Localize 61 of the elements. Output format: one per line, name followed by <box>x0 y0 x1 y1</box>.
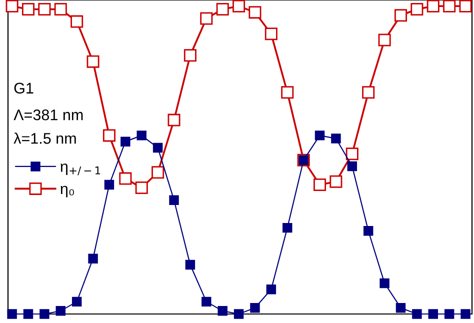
point <box>200 12 213 25</box>
point <box>444 309 454 319</box>
point <box>412 309 422 319</box>
point <box>6 0 18 12</box>
point <box>70 15 84 28</box>
point <box>119 172 132 185</box>
point <box>363 226 374 236</box>
point <box>266 284 276 294</box>
legend-label: η$_{+/−1}$ <box>60 164 100 176</box>
point <box>23 309 34 319</box>
point <box>314 178 326 191</box>
point <box>38 2 51 16</box>
point <box>410 2 424 16</box>
point <box>135 182 148 194</box>
point <box>459 0 472 12</box>
point <box>218 306 228 316</box>
point <box>250 302 260 313</box>
point <box>330 175 342 188</box>
annotation: G1 <box>14 82 34 94</box>
point <box>232 0 246 12</box>
point <box>281 86 294 99</box>
point <box>202 296 212 307</box>
point <box>394 9 407 22</box>
point <box>443 0 456 12</box>
point <box>380 278 390 288</box>
point <box>86 55 100 68</box>
point <box>426 0 440 12</box>
point <box>168 114 180 126</box>
point <box>362 86 375 99</box>
point <box>72 296 82 307</box>
point <box>264 28 278 40</box>
point <box>314 130 325 140</box>
point <box>152 166 164 179</box>
point <box>184 49 196 62</box>
point <box>136 130 146 140</box>
point <box>104 180 114 190</box>
point <box>282 222 292 233</box>
point <box>248 6 262 19</box>
point <box>378 34 391 46</box>
point <box>216 2 229 16</box>
point <box>22 2 34 16</box>
point <box>54 2 67 16</box>
point <box>347 161 358 172</box>
point <box>346 148 358 160</box>
point <box>56 306 66 316</box>
point <box>7 309 17 319</box>
point <box>331 134 341 144</box>
legend-label: η₀ <box>60 186 74 198</box>
annotation: Λ=381 nm <box>14 109 83 120</box>
point <box>88 254 98 264</box>
point <box>460 309 470 319</box>
point <box>396 302 406 313</box>
point <box>152 142 163 153</box>
point <box>120 136 130 146</box>
point <box>185 260 196 270</box>
point <box>428 309 438 319</box>
point <box>40 309 50 319</box>
point <box>169 195 179 205</box>
point <box>234 309 244 319</box>
point <box>102 129 116 142</box>
annotation: λ=1.5 nm <box>14 132 76 144</box>
